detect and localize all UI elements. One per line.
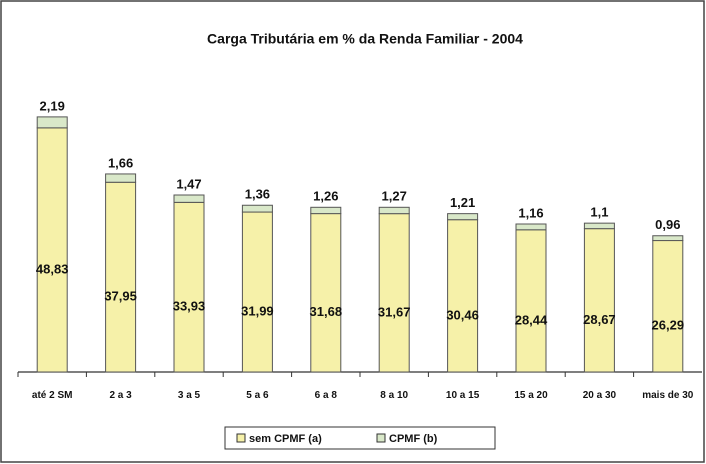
data-label: 28,67: [583, 312, 616, 327]
data-label: 1,21: [450, 195, 475, 210]
data-label: 37,95: [104, 289, 137, 304]
bar-segment: [652, 240, 684, 373]
bar-segment: [583, 222, 615, 230]
data-label: 1,47: [176, 176, 201, 191]
data-label: 33,93: [173, 299, 206, 314]
bar-segment: [652, 235, 684, 242]
bar-segment: [515, 229, 547, 373]
data-label: 28,44: [515, 312, 548, 327]
legend-label: CPMF (b): [389, 433, 438, 445]
x-tick-label: 5 a 6: [246, 390, 269, 401]
data-label: 26,29: [652, 318, 685, 333]
data-label: 1,1: [590, 205, 608, 220]
x-tick-label: 8 a 10: [380, 390, 409, 401]
bar-segment: [310, 206, 342, 215]
bar-segment: [173, 201, 205, 373]
x-tick-label: 6 a 8: [314, 390, 337, 401]
chart-title: Carga Tributária em % da Renda Familiar …: [207, 31, 523, 47]
bar-segment: [105, 181, 137, 373]
data-label: 31,67: [378, 304, 411, 319]
x-tick-label: 15 a 20: [514, 390, 548, 401]
bar-segment: [36, 116, 68, 129]
data-label: 31,68: [310, 304, 343, 319]
bar-segment: [378, 213, 410, 373]
legend-swatch: [376, 433, 386, 443]
data-label: 1,36: [245, 187, 270, 202]
x-tick-label: 2 a 3: [109, 390, 132, 401]
data-label: 1,16: [518, 205, 543, 220]
data-label: 1,26: [313, 189, 338, 204]
bar-segment: [447, 219, 479, 373]
data-label: 31,99: [241, 303, 274, 318]
x-tick-label: 3 a 5: [177, 390, 201, 401]
data-label: 1,27: [382, 189, 407, 204]
data-label: 48,83: [36, 261, 69, 276]
x-tick-label: mais de 30: [642, 390, 694, 401]
legend-label: sem CPMF (a): [249, 433, 322, 445]
data-label: 1,66: [108, 155, 133, 170]
data-label: 30,46: [446, 307, 479, 322]
bar-segment: [241, 211, 273, 373]
bar-segment: [36, 127, 68, 373]
bar-segment: [241, 204, 273, 213]
bar-segment: [447, 213, 479, 221]
bar-segment: [515, 223, 547, 231]
legend-box: [224, 426, 496, 450]
bar-segment: [105, 173, 137, 183]
bar-segment: [173, 194, 205, 203]
x-tick-label: 20 a 30: [582, 390, 617, 401]
bar-segment: [310, 213, 342, 373]
data-label: 2,19: [40, 98, 65, 113]
x-tick-label: 10 a 15: [445, 390, 480, 401]
bar-segment: [378, 206, 410, 215]
x-tick-label: até 2 SM: [31, 390, 73, 401]
legend-swatch: [236, 433, 246, 443]
data-label: 0,96: [655, 217, 680, 232]
bar-segment: [583, 228, 615, 373]
